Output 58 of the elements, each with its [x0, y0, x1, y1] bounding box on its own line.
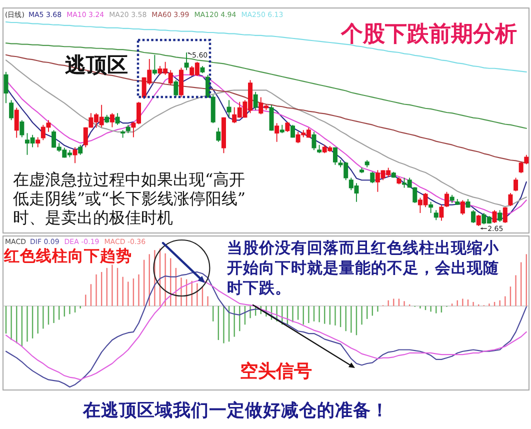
- candlestick: [444, 191, 449, 208]
- candlestick: [174, 80, 178, 98]
- candlestick: [78, 144, 83, 156]
- candlestick: [216, 127, 221, 142]
- candlestick: [152, 54, 157, 76]
- candlestick: [83, 126, 88, 148]
- candlestick: [514, 177, 518, 192]
- candlestick: [450, 194, 454, 204]
- candlestick: [360, 167, 364, 174]
- candlestick: [72, 146, 78, 164]
- candlestick: [476, 214, 481, 226]
- candlestick: [269, 104, 274, 132]
- candlestick: [226, 100, 232, 118]
- candlestick: [36, 136, 40, 148]
- candlestick: [221, 116, 226, 154]
- annotation: 红色线柱向下趋势: [3, 246, 132, 265]
- candlestick: [460, 200, 465, 216]
- annotation: 空头信号: [240, 361, 312, 382]
- candlestick: [412, 186, 418, 204]
- candlestick: [396, 176, 402, 185]
- candlestick: [110, 112, 114, 128]
- candlestick: [471, 210, 476, 224]
- candlestick: [178, 67, 184, 98]
- candlestick: [434, 210, 438, 221]
- candlestick: [104, 114, 110, 124]
- candlestick: [14, 107, 19, 138]
- candlestick: [20, 120, 24, 138]
- candlestick: [280, 124, 284, 134]
- annotation: 当股价没有回落而且红色线柱出现缩小开始向下时就是量能的不足，会出现随时下跌。: [226, 238, 500, 297]
- candlestick: [391, 171, 396, 178]
- candlestick: [364, 160, 370, 168]
- candlestick: [253, 91, 258, 111]
- candlestick: [4, 71, 8, 104]
- candlestick: [115, 112, 120, 126]
- candlestick: [492, 210, 497, 224]
- candlestick: [317, 144, 322, 154]
- candlestick: [274, 122, 280, 142]
- candlestick: [120, 130, 126, 138]
- candlestick: [200, 66, 205, 74]
- candlestick: [332, 146, 338, 166]
- text: 在逃顶区域我们一定做好减仓的准备！: [82, 400, 389, 421]
- candlestick: [502, 206, 508, 224]
- candlestick: [466, 198, 470, 208]
- candlestick: [210, 94, 216, 124]
- candlestick: [370, 171, 375, 184]
- candlestick: [455, 198, 460, 206]
- candlestick: [508, 192, 513, 206]
- candlestick: [439, 204, 444, 222]
- candlestick: [285, 121, 290, 132]
- candlestick: [126, 124, 130, 134]
- candlestick: [312, 131, 316, 151]
- candlestick: [290, 124, 295, 138]
- candlestick: [184, 52, 189, 71]
- annotation: 在虚浪急拉过程中如果出现“高开低走阴线”或“长下影线涨停阳线”时、是卖出的极佳时机: [13, 170, 246, 227]
- candlestick: [498, 210, 502, 222]
- candlestick: [9, 100, 14, 121]
- chart-title: 个股下跌前期分析: [340, 21, 517, 47]
- candlestick: [428, 201, 434, 214]
